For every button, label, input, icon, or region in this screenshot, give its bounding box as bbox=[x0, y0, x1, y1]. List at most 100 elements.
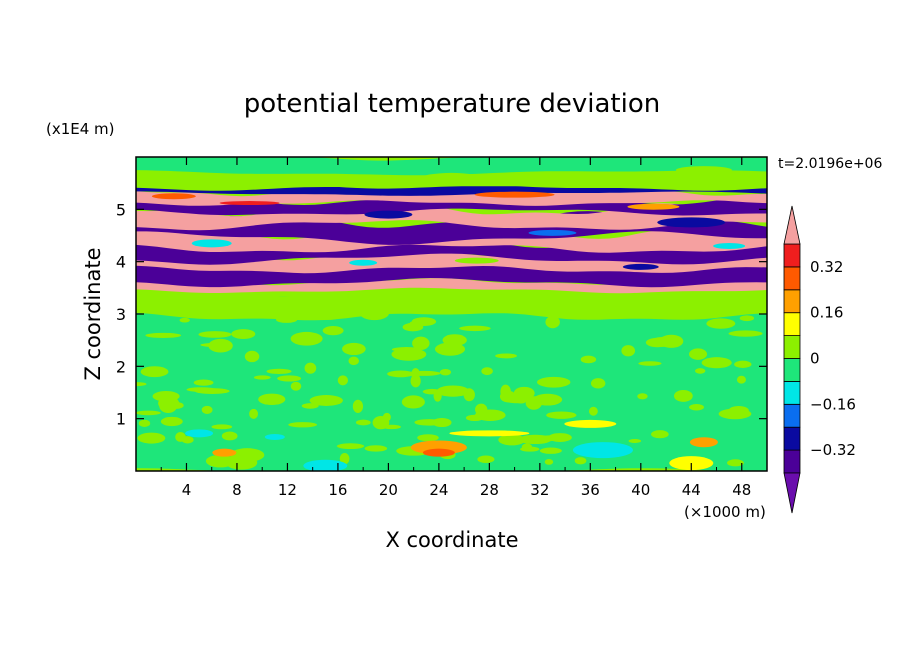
field-patch bbox=[266, 368, 292, 374]
field-patch bbox=[193, 379, 214, 386]
field-feature bbox=[422, 448, 455, 457]
y-axis-label: Z coordinate bbox=[81, 247, 105, 380]
y-tick-label: 3 bbox=[116, 305, 126, 324]
colorbar-label: 0.32 bbox=[810, 258, 843, 276]
field-patch bbox=[544, 458, 554, 465]
field-patch bbox=[391, 347, 422, 352]
field-patch bbox=[590, 378, 606, 389]
field-patch bbox=[695, 368, 706, 374]
field-patch bbox=[689, 348, 708, 360]
field-patch bbox=[136, 382, 147, 387]
field-accent bbox=[627, 203, 680, 210]
field-patch bbox=[364, 445, 388, 452]
field-accent bbox=[454, 257, 499, 264]
field-patch bbox=[537, 376, 571, 388]
x-tick-label: 16 bbox=[328, 481, 347, 499]
y-tick-label: 1 bbox=[116, 410, 126, 429]
field-patch bbox=[727, 459, 744, 467]
field-patch bbox=[339, 452, 350, 465]
field-patch bbox=[495, 353, 517, 359]
field-accent bbox=[528, 229, 577, 236]
field-feature bbox=[449, 430, 530, 437]
x-unit-label: (×1000 m) bbox=[684, 503, 766, 521]
field-accent bbox=[713, 242, 746, 249]
field-patch bbox=[459, 325, 491, 332]
field-patch bbox=[651, 430, 669, 439]
field-band-b bbox=[136, 278, 767, 294]
field-band-e bbox=[136, 237, 767, 265]
field-patch bbox=[277, 375, 302, 382]
field-patch bbox=[159, 399, 178, 413]
field-patch bbox=[546, 411, 577, 419]
colorbar-box bbox=[783, 335, 801, 359]
field-patch bbox=[649, 336, 677, 347]
y-tick-label: 2 bbox=[116, 357, 126, 376]
field-patch bbox=[417, 434, 439, 442]
field-patch bbox=[244, 350, 260, 363]
field-patch bbox=[175, 432, 186, 442]
x-tick-label: 48 bbox=[732, 481, 751, 499]
x-tick-label: 36 bbox=[581, 481, 600, 499]
colorbar-box bbox=[783, 266, 801, 291]
field-patch bbox=[372, 416, 390, 430]
field-accent bbox=[657, 217, 726, 228]
field-patch bbox=[348, 356, 360, 366]
colorbar-box bbox=[783, 289, 801, 314]
field-patch bbox=[322, 326, 344, 336]
field-feature bbox=[185, 429, 214, 438]
field-feature bbox=[264, 433, 285, 440]
y-tick-label: 4 bbox=[116, 253, 126, 272]
field-patch bbox=[179, 317, 190, 323]
field-patch bbox=[628, 438, 642, 443]
field-patch bbox=[498, 434, 526, 446]
field-accent bbox=[191, 239, 232, 248]
field-patch bbox=[249, 408, 258, 419]
field-patch bbox=[160, 416, 183, 427]
field-patch bbox=[734, 360, 752, 368]
field-band-i bbox=[136, 194, 767, 216]
field-patch bbox=[500, 384, 511, 399]
field-patch bbox=[355, 419, 371, 426]
field-patch bbox=[422, 388, 442, 395]
field-patch bbox=[706, 318, 736, 329]
field-patch bbox=[637, 393, 648, 400]
field-patch bbox=[442, 334, 467, 346]
field-patch bbox=[201, 405, 213, 414]
time-label: t=2.0196e+06 bbox=[778, 156, 882, 172]
field-patch bbox=[290, 381, 302, 391]
field-patch bbox=[621, 345, 636, 357]
field-patch bbox=[208, 338, 233, 353]
field-accent bbox=[364, 210, 413, 219]
field-patch bbox=[401, 395, 425, 409]
x-tick-label: 40 bbox=[631, 481, 650, 499]
field-accent bbox=[421, 172, 482, 183]
colorbar: 0.32 0.16 0 −0.16 −0.32 bbox=[783, 205, 856, 514]
colorbar-box bbox=[783, 243, 801, 268]
field-patch bbox=[231, 329, 256, 339]
field-patch bbox=[301, 403, 319, 409]
y-tick-label: 5 bbox=[116, 200, 126, 219]
field-feature bbox=[689, 437, 718, 448]
x-tick-label: 12 bbox=[278, 481, 297, 499]
colorbar-box bbox=[783, 312, 801, 337]
field-patch bbox=[288, 422, 318, 428]
field-patch bbox=[258, 393, 286, 405]
field-patch bbox=[545, 315, 560, 329]
field-patch bbox=[736, 375, 746, 384]
field-accent bbox=[622, 263, 659, 270]
y-axis: 1 2 3 4 5 bbox=[116, 200, 767, 429]
field-patch bbox=[205, 454, 235, 468]
field-patch bbox=[136, 410, 161, 416]
field-patch bbox=[138, 419, 151, 427]
colorbar-box bbox=[783, 449, 801, 474]
chart-title: potential temperature deviation bbox=[244, 89, 660, 119]
field-patch bbox=[701, 357, 732, 369]
field-accent bbox=[349, 259, 378, 266]
field-patch bbox=[439, 368, 452, 376]
field-accent bbox=[219, 201, 280, 206]
field-patch bbox=[211, 424, 233, 430]
field-feature bbox=[303, 459, 348, 471]
field-patch bbox=[290, 331, 323, 346]
field-patch bbox=[409, 320, 431, 326]
